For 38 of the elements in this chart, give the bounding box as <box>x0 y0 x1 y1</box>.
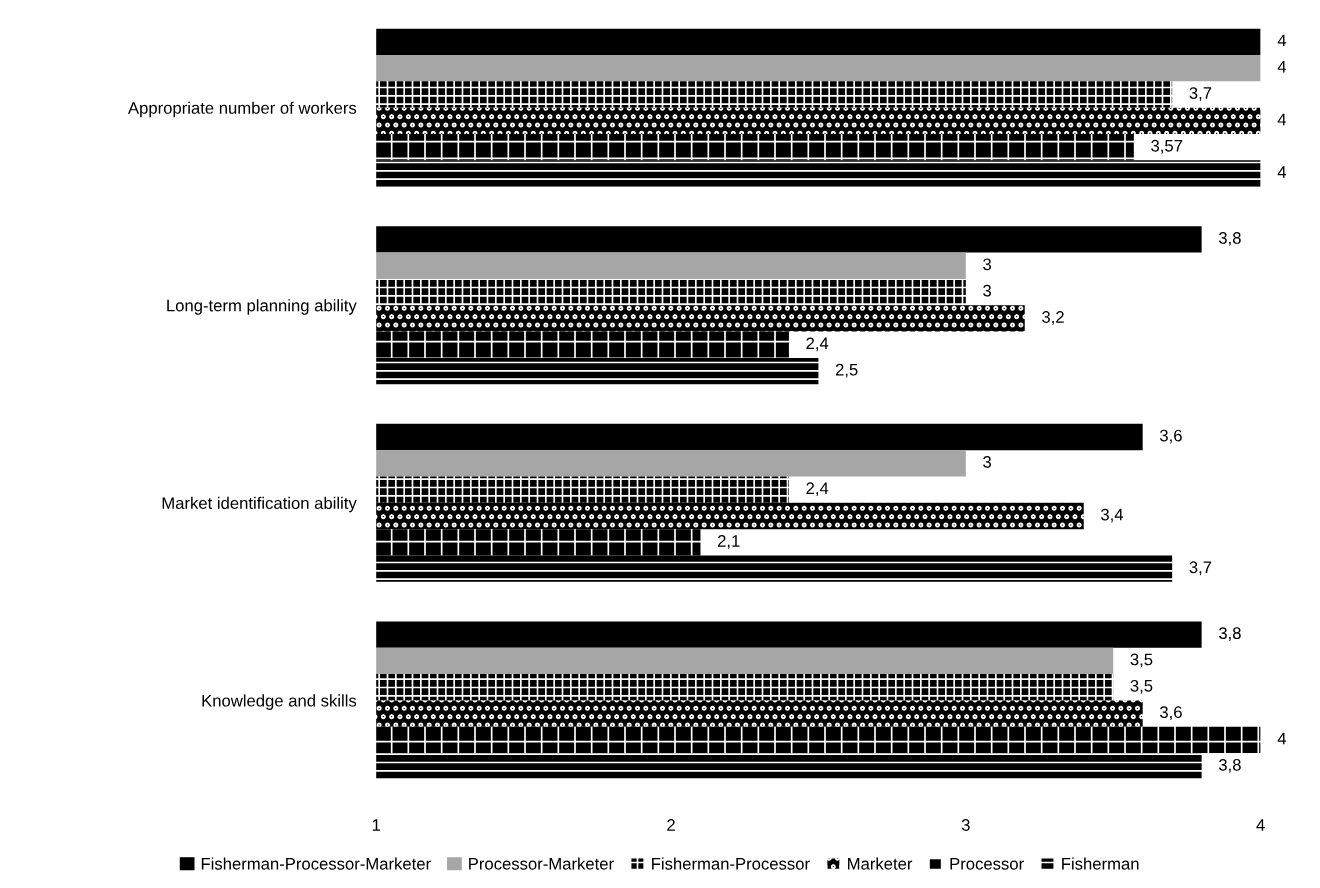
data-label: 4 <box>1277 113 1287 126</box>
data-label: 3,2 <box>1042 311 1064 325</box>
data-label: 4 <box>1277 732 1287 745</box>
data-label: 2,4 <box>806 337 829 352</box>
data-label: 3,5 <box>1130 653 1153 668</box>
data-label: 3,6 <box>1159 706 1182 721</box>
data-label: 4 <box>1277 34 1287 47</box>
data-label: 4 <box>1277 166 1287 178</box>
legend-label: Processor-Marketer <box>469 857 614 870</box>
data-label: 3,8 <box>1218 627 1241 641</box>
data-label: 3,57 <box>1151 139 1183 154</box>
data-label: 2,5 <box>835 363 858 378</box>
x-tick-label: 4 <box>1256 819 1265 831</box>
legend-label: Marketer <box>848 857 913 870</box>
data-label: 3,8 <box>1218 232 1241 246</box>
data-label: 3,5 <box>1130 679 1153 694</box>
data-label: 3 <box>983 455 991 468</box>
data-label: 2,4 <box>806 482 829 497</box>
data-label: 3,7 <box>1189 87 1212 101</box>
y-tick-label: Appropriate number of workers <box>128 101 357 118</box>
y-tick-label: Market identification ability <box>162 496 357 513</box>
legend-label: Fisherman <box>1062 857 1139 870</box>
x-tick-label: 2 <box>667 819 675 831</box>
legend-label: Fisherman-Processor <box>652 857 810 870</box>
data-label: 3 <box>983 258 991 271</box>
y-tick-label: Long-term planning ability <box>167 299 357 315</box>
data-label: 3,7 <box>1189 561 1212 576</box>
x-tick-label: 1 <box>372 819 381 831</box>
y-tick-label: Knowledge and skills <box>202 694 357 710</box>
data-label: 4 <box>1277 61 1287 73</box>
data-label: 3 <box>983 284 991 297</box>
x-tick-label: 3 <box>961 819 970 831</box>
data-label: 3,8 <box>1218 758 1241 773</box>
data-label: 2,1 <box>717 535 740 549</box>
legend-label: Processor <box>950 858 1024 870</box>
data-label: 3,6 <box>1159 429 1182 444</box>
legend-label: Fisherman-Processor-Marketer <box>201 857 431 870</box>
data-label: 3,4 <box>1101 508 1124 523</box>
